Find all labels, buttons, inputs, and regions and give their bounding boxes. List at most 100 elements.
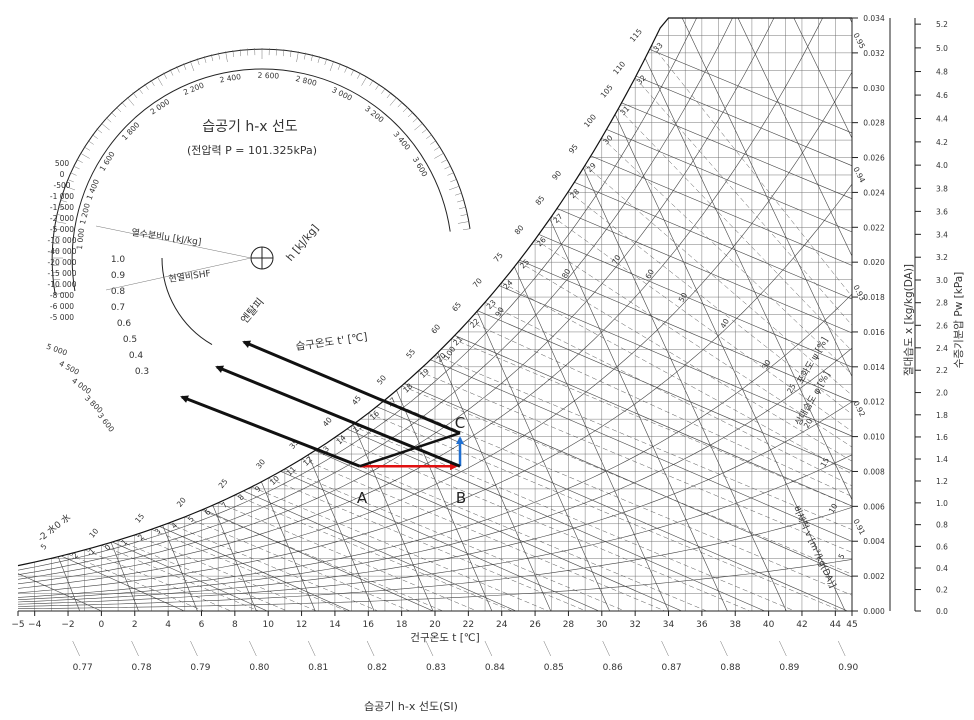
protractor-tick: [169, 69, 174, 76]
protractor-tick: [150, 79, 155, 86]
rh-curve-label: 30: [760, 358, 773, 371]
protractor-tick: [454, 192, 462, 196]
volume-tick-label: 0.79: [190, 663, 210, 673]
x-tick-label: 6: [199, 620, 205, 630]
wetbulb-line: [468, 320, 852, 611]
enthalpy-tick-label: 45: [350, 394, 363, 407]
rh-curve-label: 5: [836, 552, 846, 561]
x-tick-label: −2: [61, 620, 74, 630]
protractor-tick: [100, 122, 110, 131]
x-tick-label: 34: [663, 620, 675, 630]
protractor-lower-label: 4 500: [58, 359, 81, 377]
volume-tick: [249, 640, 257, 657]
wetbulb-line: [117, 540, 288, 611]
rh-curve-label: 70: [610, 253, 623, 266]
pressure-tick-label: 4.6: [936, 91, 948, 100]
wetbulb-line: [534, 239, 852, 611]
rh-curve: [18, 18, 852, 575]
enthalpy-tick-label: 80: [513, 223, 526, 236]
volume-tick-label: 0.83: [426, 663, 446, 673]
rh-curve: [18, 18, 852, 585]
shf-tick-label: 0.8: [111, 287, 126, 297]
protractor-shf-arc: [161, 257, 213, 346]
enthalpy-line: [22, 18, 852, 611]
pressure-tick-label: 1.2: [936, 477, 948, 486]
rh-curve: [18, 183, 852, 594]
volume-tick-label: 0.84: [485, 663, 505, 673]
protractor-tick: [412, 117, 419, 123]
rh-curve-label: 15: [819, 456, 832, 469]
protractor-subtitle: (전압력 P = 101.325kPa): [187, 144, 317, 157]
enthalpy-tick-label: 25: [217, 477, 230, 490]
wetbulb-line: [368, 412, 842, 611]
x-tick-label: 14: [329, 620, 341, 630]
right-x-axis-title: 절대습도 x [kg/kg(DA)]: [902, 264, 915, 376]
x-axis-title: 건구온도 t [℃]: [410, 632, 479, 644]
protractor-tick: [64, 185, 76, 191]
protractor-inner-label: -1 500: [50, 203, 74, 212]
enthalpy-tick-label: 95: [567, 142, 580, 155]
saturation-curve: [17, 17, 852, 567]
process-A-C: [359, 431, 461, 468]
protractor-tick: [430, 140, 437, 145]
humidity-tick-label: 0.030: [863, 84, 885, 93]
pressure-tick-label: 1.0: [936, 499, 948, 508]
protractor-tick: [389, 96, 398, 106]
protractor-tick: [121, 101, 127, 108]
protractor-tick: [460, 214, 468, 217]
pressure-tick-label: 4.4: [936, 115, 948, 124]
humidity-tick-label: 0.014: [863, 363, 885, 372]
wetbulb-tick-label: 7: [220, 500, 230, 510]
protractor-tick: [80, 152, 90, 159]
protractor-tick: [176, 66, 180, 73]
wetbulb-line: [334, 437, 750, 611]
pressure-tick-label: 5.0: [936, 44, 948, 53]
protractor-title: 습공기 h-x 선도: [202, 119, 298, 135]
wetbulb-tick-label: 18: [401, 381, 414, 394]
protractor-tick: [290, 50, 292, 58]
protractor-outer-label: 2 600: [257, 71, 279, 81]
protractor-tick: [73, 165, 80, 170]
volume-line: [179, 18, 434, 611]
volume-line: [793, 18, 852, 611]
wetbulb-tick-label: 0: [103, 542, 113, 552]
volume-tick-label: 0.78: [132, 663, 152, 673]
volume-line: [570, 18, 846, 611]
volume-tick-label: 0.80: [249, 663, 269, 673]
protractor-lower-label: 5 000: [45, 342, 68, 358]
enthalpy-line: [18, 18, 682, 611]
protractor-tick: [441, 159, 448, 163]
wetbulb-line: [251, 486, 549, 611]
wetbulb-line: [168, 523, 378, 611]
protractor-outer-arc: [51, 48, 471, 295]
enthalpy-tick-label: 50: [375, 373, 388, 386]
x-tick-label: 22: [463, 620, 474, 630]
humidity-tick-label: 0.018: [863, 293, 885, 302]
pressure-tick-label: 3.2: [936, 253, 948, 262]
protractor-tick: [426, 134, 433, 139]
wetbulb-tick-label: 8: [236, 492, 246, 502]
protractor-tick: [62, 192, 70, 196]
pressure-tick-label: 3.4: [936, 230, 948, 239]
wetbulb-tick-label: 16: [368, 409, 381, 422]
protractor-tick: [60, 199, 67, 203]
protractor-tick: [58, 206, 66, 210]
rh-curve: [18, 18, 852, 580]
protractor-tick: [53, 278, 61, 281]
volume-line: [18, 18, 198, 611]
enthalpy-tick-label: 100: [582, 112, 598, 129]
wetbulb-line: [568, 191, 852, 611]
enthalpy-tick-label: 15: [133, 512, 146, 525]
shf-tick-label: 0.3: [135, 367, 149, 377]
wetbulb-tick-label: 2: [136, 532, 146, 542]
x-tick-label: 24: [496, 620, 508, 630]
protractor-tick: [296, 51, 299, 63]
rh-curve: [18, 507, 852, 607]
wetbulb-tick-label: 6: [203, 507, 213, 517]
humidity-tick-label: 0.026: [863, 154, 885, 163]
protractor-tick: [126, 96, 135, 106]
pressure-tick-label: 5.2: [936, 20, 948, 29]
protractor-tick: [183, 63, 187, 70]
rh-curve-label: 20: [802, 417, 815, 430]
protractor-tick: [329, 60, 335, 72]
